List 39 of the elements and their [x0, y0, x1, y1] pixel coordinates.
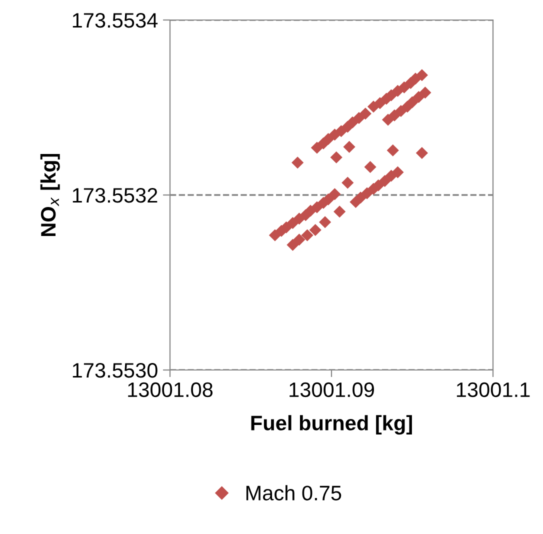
point: [406, 96, 418, 108]
point: [416, 146, 428, 160]
point: [293, 234, 306, 246]
point: [360, 187, 374, 200]
y-axis-title: NO$_{x}$ [kg]: [40, 154, 60, 236]
point: [286, 238, 299, 251]
point: [334, 206, 346, 218]
point: [378, 174, 391, 188]
point: [416, 69, 428, 82]
point: [386, 144, 399, 156]
point: [318, 216, 332, 228]
x-tick-label: 13001.08: [128, 382, 213, 398]
point: [354, 192, 367, 204]
point: [328, 188, 341, 200]
point: [394, 104, 407, 118]
point: [330, 151, 342, 164]
x-tick-label: 13001.1: [456, 382, 530, 398]
point: [364, 160, 376, 174]
point: [398, 81, 410, 94]
point: [292, 156, 304, 169]
point: [392, 166, 404, 178]
x-axis-title: Fuel burned [kg]: [251, 415, 412, 435]
point: [419, 86, 432, 99]
point: [374, 97, 386, 110]
y-tick-label: 173.5530: [72, 363, 158, 378]
y-tick-label: 173.5532: [72, 188, 158, 203]
legend-label: Mach 0.75: [246, 485, 342, 500]
x-tick-label: 13001.09: [290, 382, 374, 398]
point: [352, 112, 366, 124]
point: [382, 114, 394, 126]
point: [268, 229, 282, 242]
point: [301, 229, 314, 242]
point: [359, 108, 372, 120]
y-tick-label: 173.5534: [72, 13, 158, 28]
point: [342, 176, 354, 189]
point: [322, 132, 334, 146]
point: [286, 216, 299, 230]
point: [309, 224, 322, 236]
point: [343, 140, 356, 153]
